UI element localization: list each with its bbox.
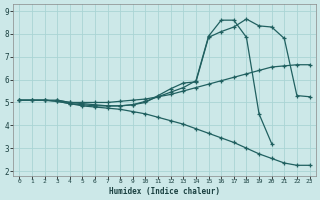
X-axis label: Humidex (Indice chaleur): Humidex (Indice chaleur) bbox=[109, 187, 220, 196]
